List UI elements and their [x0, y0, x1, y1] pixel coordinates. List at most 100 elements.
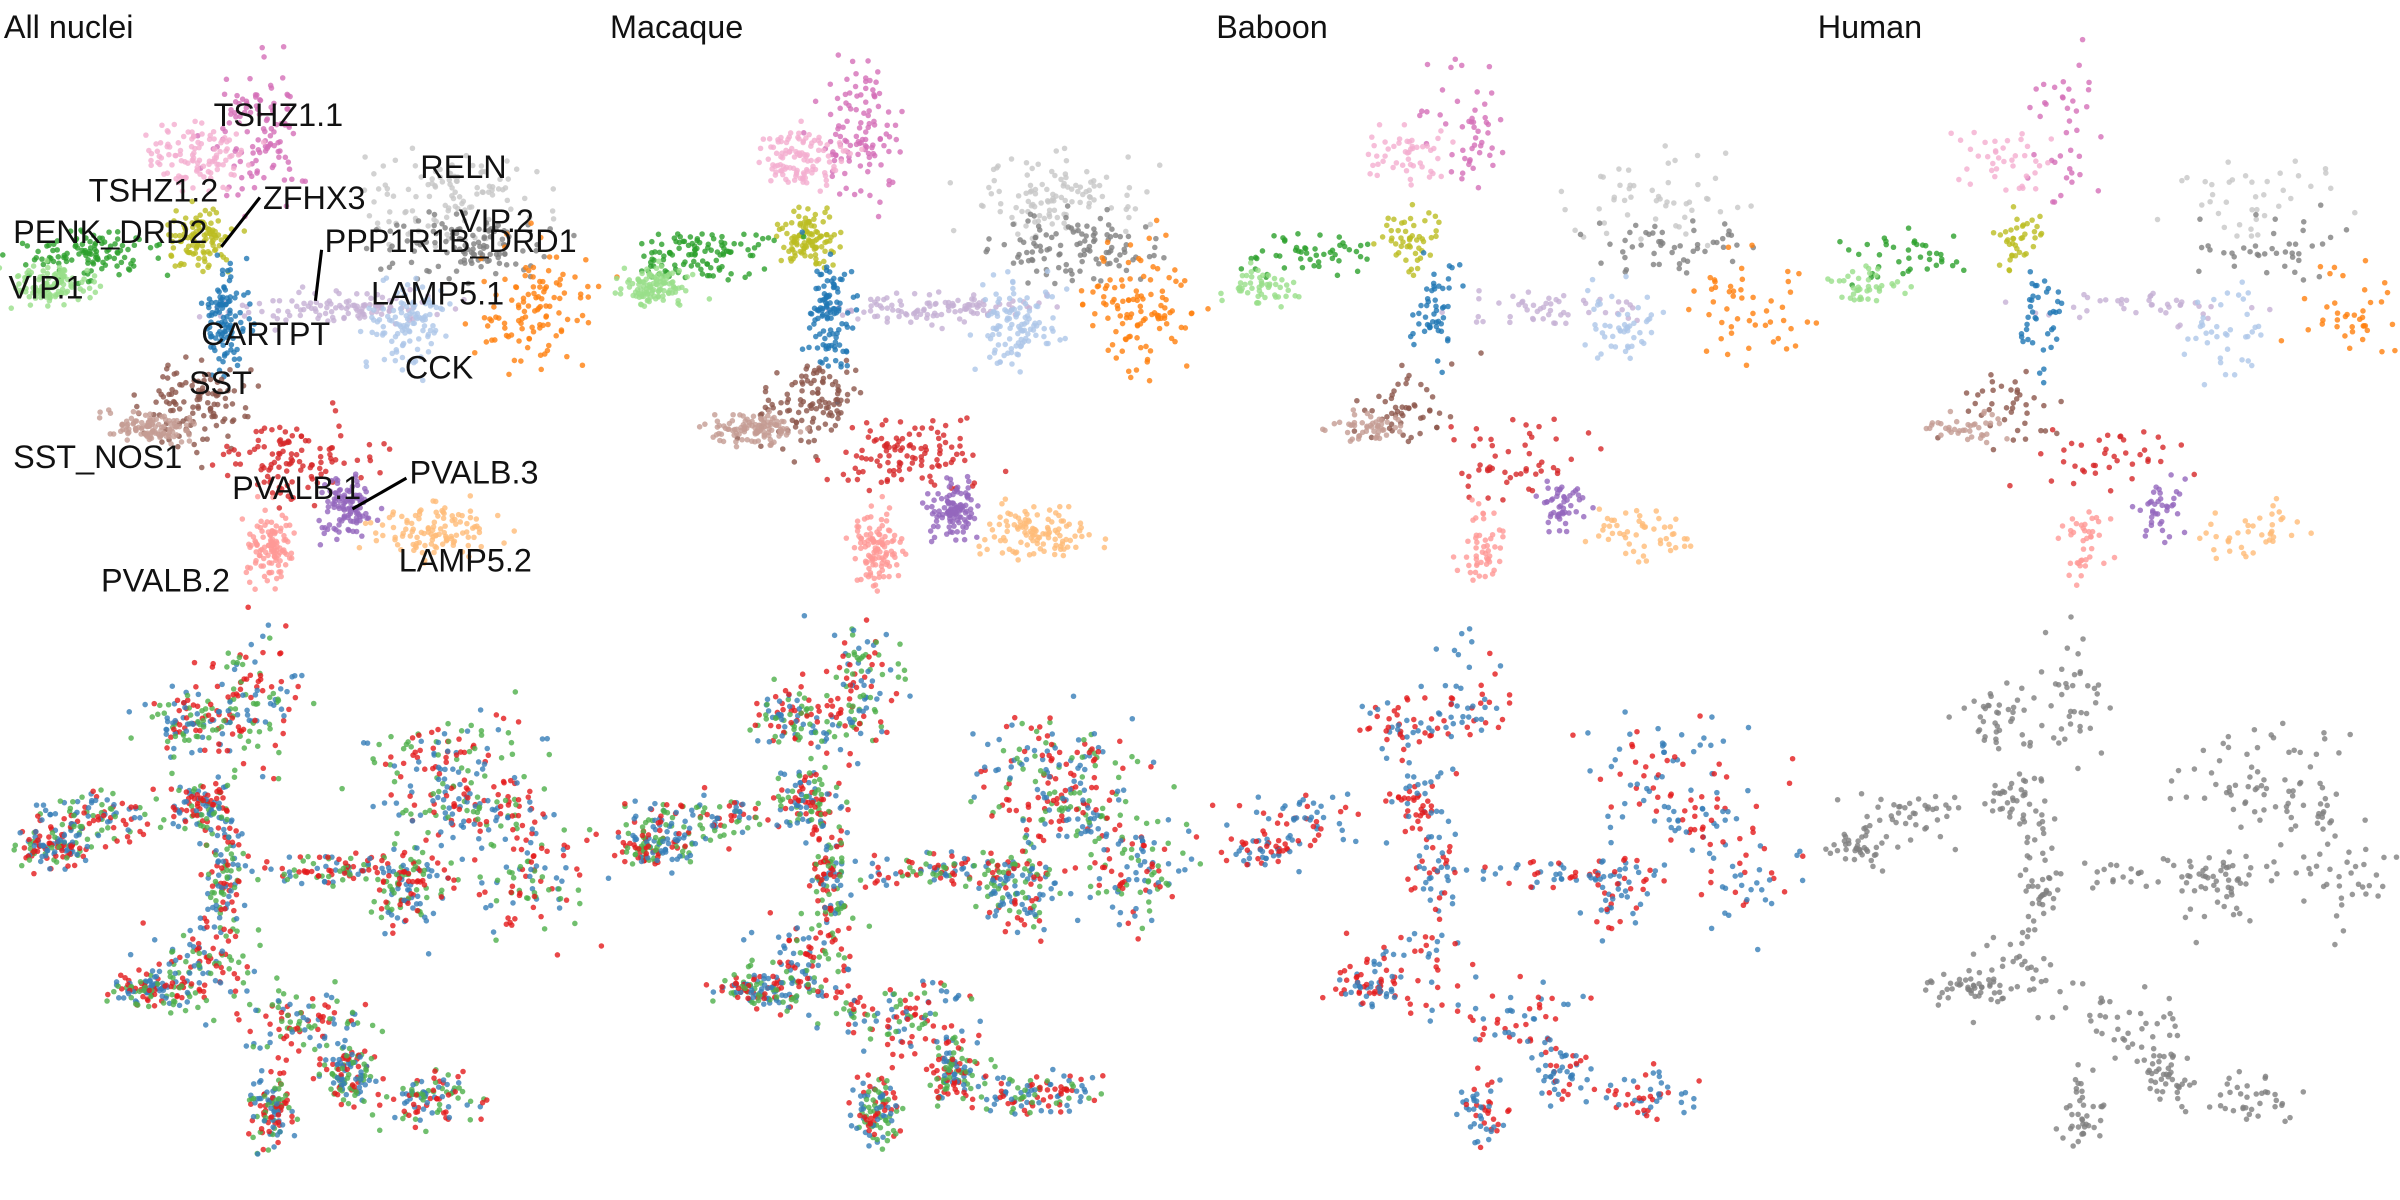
cell-point: [282, 1092, 289, 1099]
cell-point: [777, 797, 784, 804]
cell-point: [286, 1104, 292, 1111]
cell-point: [443, 759, 449, 766]
cell-point: [255, 876, 261, 883]
cell-point: [440, 515, 447, 522]
cell-point: [412, 163, 419, 169]
cell-point: [166, 391, 172, 398]
cell-point: [847, 662, 853, 668]
cell-point: [380, 330, 386, 336]
cell-point: [211, 1017, 217, 1024]
cell-point: [461, 791, 467, 797]
cell-point: [266, 694, 273, 701]
cell-point: [375, 1091, 381, 1098]
cell-point: [336, 1056, 342, 1063]
cell-point: [840, 653, 846, 659]
cell-point: [467, 493, 474, 499]
cell-point: [254, 743, 261, 749]
cell-point: [206, 262, 212, 269]
cell-point: [201, 255, 208, 262]
cell-point: [169, 162, 175, 168]
cell-point: [531, 819, 538, 825]
cell-point: [189, 152, 196, 158]
cell-point: [156, 968, 163, 975]
cell-point: [831, 733, 838, 740]
cell-point: [115, 983, 121, 989]
cell-point: [801, 695, 808, 701]
cell-point: [347, 855, 354, 862]
cell-point: [197, 915, 204, 921]
cell-point: [851, 191, 858, 198]
cell-point: [322, 1057, 329, 1063]
cell-point: [593, 831, 599, 838]
cell-point: [241, 745, 248, 751]
cell-point: [151, 700, 158, 707]
cell-point: [525, 895, 531, 902]
cell-point: [216, 914, 223, 921]
cell-point: [61, 832, 68, 839]
cell-point: [277, 550, 283, 556]
cell-point: [660, 807, 667, 814]
cell-point: [266, 1128, 272, 1135]
cell-point: [271, 553, 278, 560]
cell-point: [208, 220, 214, 226]
cell-point: [327, 451, 333, 458]
cell-point: [521, 195, 528, 202]
cell-point: [190, 702, 197, 708]
cell-point: [224, 472, 231, 479]
cell-point: [795, 134, 801, 141]
cell-point: [336, 423, 342, 429]
cell-point: [258, 1077, 264, 1084]
cell-point: [334, 1061, 340, 1068]
cell-point: [381, 800, 388, 806]
cell-point: [803, 180, 810, 186]
cell-point: [413, 193, 419, 200]
cell-point: [819, 781, 825, 788]
cell-point: [484, 323, 491, 329]
cell-point: [692, 252, 698, 258]
cell-point: [857, 693, 863, 700]
cell-point: [866, 108, 872, 114]
cell-point: [788, 805, 795, 812]
cell-point: [154, 148, 161, 155]
cell-point: [255, 927, 262, 933]
cell-point: [760, 136, 767, 142]
cell-point: [408, 259, 415, 266]
cell-point: [371, 171, 377, 177]
cell-point: [184, 989, 191, 996]
cell-point: [332, 978, 338, 985]
cell-point: [210, 660, 216, 667]
cell-point: [275, 997, 282, 1004]
cell-point: [823, 182, 830, 189]
cell-point: [274, 975, 280, 981]
cell-point: [280, 991, 287, 997]
cell-point: [253, 428, 259, 435]
cell-point: [436, 788, 442, 795]
cell-point: [258, 1067, 265, 1074]
cell-point: [362, 485, 368, 492]
cell-point: [420, 1106, 427, 1112]
cell-point: [224, 146, 230, 152]
cell-point: [338, 304, 345, 311]
cell-point: [281, 713, 287, 719]
cell-point: [836, 191, 843, 197]
cell-point: [30, 263, 37, 269]
cell-point: [716, 804, 723, 810]
cell-point: [438, 829, 444, 835]
cell-point: [895, 661, 902, 667]
cell-point: [702, 835, 709, 842]
cell-point: [766, 738, 773, 745]
cell-point: [176, 1002, 183, 1009]
cell-point: [261, 444, 267, 450]
cell-point: [250, 1113, 257, 1120]
cell-point: [739, 829, 746, 836]
cell-point: [439, 507, 445, 514]
cell-point: [341, 315, 347, 322]
cell-point: [210, 945, 216, 952]
cell-point: [902, 676, 909, 682]
cell-point: [962, 883, 969, 890]
cell-point: [378, 914, 385, 921]
cell-point: [411, 802, 418, 808]
cell-point: [265, 622, 272, 628]
cell-point: [771, 676, 777, 683]
cell-point: [224, 901, 231, 907]
